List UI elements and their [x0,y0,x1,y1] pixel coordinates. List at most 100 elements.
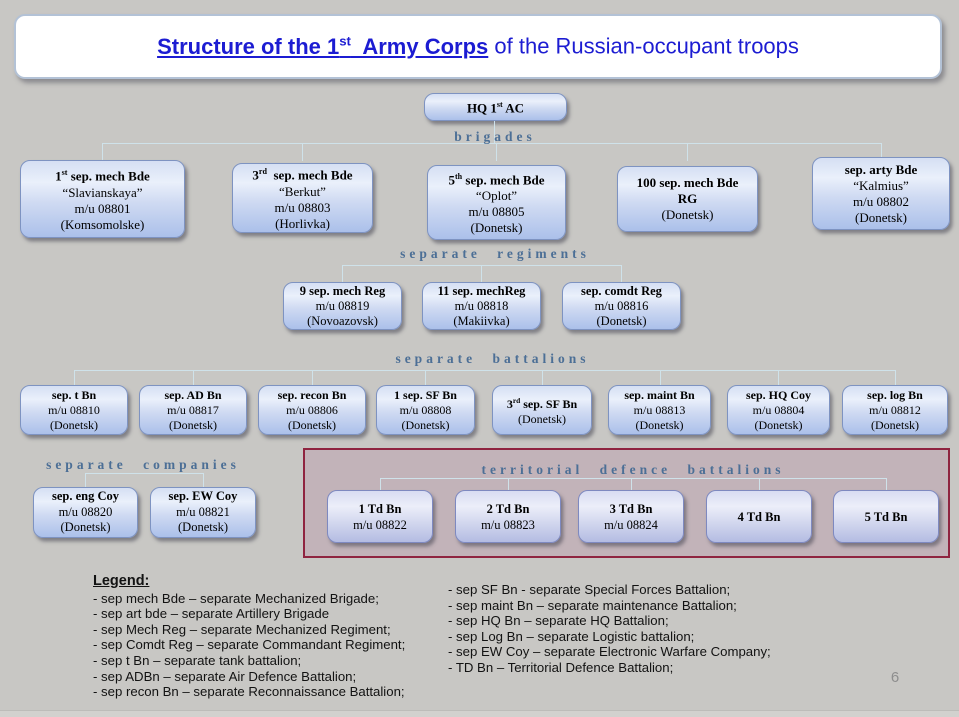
unit-number: m/u 08805 [468,204,525,220]
connector-line [380,478,887,479]
td-battalion-box-1: 1 Td Bn m/u 08822 [327,490,433,543]
brigade-box-3: 5th sep. mech Bde “Oplot” m/u 08805 (Don… [427,165,566,240]
unit-number: m/u 08824 [604,517,658,532]
battalion-box-1: sep. t Bn m/u 08810 (Donetsk) [20,385,128,435]
unit-location: (Donetsk) [871,417,919,432]
connector-line [74,370,75,386]
connector-line [342,265,622,266]
unit-location: (Makiivka) [453,313,510,328]
connector-line [481,265,482,283]
legend-right-column: - sep SF Bn - separate Special Forces Ba… [448,582,771,676]
unit-name: sep. maint Bn [624,387,695,402]
connector-line [494,121,495,144]
title-bar: Structure of the 1st Army Corps of the R… [14,14,942,79]
connector-line [193,370,194,386]
connector-line [85,473,204,474]
unit-name: sep. log Bn [867,387,923,402]
legend-item: - sep Log Bn – separate Logistic battali… [448,628,695,644]
legend-item: - sep HQ Bn – separate HQ Battalion; [448,613,669,629]
connector-line [631,478,632,491]
unit-location: (Donetsk) [60,520,111,535]
connector-line [508,478,509,491]
unit-location: (Donetsk) [178,520,228,535]
unit-name: 3rd sep. SF Bn [506,396,578,411]
td-battalion-box-2: 2 Td Bn m/u 08823 [455,490,561,543]
unit-name: 1 sep. SF Bn [394,387,457,402]
company-box-2: sep. EW Coy m/u 08821 (Donetsk) [150,487,256,538]
connector-line [203,473,204,488]
unit-location: (Donetsk) [754,417,803,432]
connector-line [74,370,896,371]
section-label-territorial-defence: territorial defence battalions [481,462,785,477]
battalion-box-3: sep. recon Bn m/u 08806 (Donetsk) [258,385,366,435]
org-box-hq-1st-ac: HQ 1st AC [424,93,567,121]
unit-name-2: RG [677,191,698,206]
unit-number: m/u 08819 [315,298,370,313]
connector-line [778,370,779,386]
connector-line [496,143,497,161]
unit-location: (Donetsk) [401,417,450,432]
brigade-box-4: 100 sep. mech Bde RG (Donetsk) [617,166,758,232]
unit-callsign: “Kalmius” [853,177,909,193]
unit-number: m/u 08818 [454,298,509,313]
unit-location: (Donetsk) [661,207,714,222]
unit-location: (Donetsk) [50,417,98,432]
unit-name: sep. EW Coy [168,489,238,504]
td-battalion-box-4: 4 Td Bn [706,490,812,543]
legend-heading: Legend: [93,573,150,589]
unit-callsign: “Slavianskaya” [62,184,143,200]
unit-name: 9 sep. mech Reg [299,283,386,298]
unit-name: sep. recon Bn [277,387,347,402]
brigade-box-2: 3rd sep. mech Bde “Berkut” m/u 08803 (Ho… [232,163,373,233]
connector-line [542,370,543,386]
connector-line [102,143,103,161]
connector-line [380,478,381,491]
unit-name: 4 Td Bn [737,509,781,524]
regiment-box-1: 9 sep. mech Reg m/u 08819 (Novoazovsk) [283,282,402,330]
unit-number: m/u 08820 [58,504,113,519]
legend-item: - sep art bde – separate Artillery Briga… [93,606,330,622]
unit-location: (Donetsk) [470,220,523,236]
unit-number: m/u 08821 [176,504,230,519]
section-label-companies: separate companies [46,457,240,472]
unit-name: 5 Td Bn [864,509,908,524]
connector-line [886,478,887,491]
unit-number: m/u 08822 [353,517,407,532]
unit-location: (Donetsk) [596,313,647,328]
connector-line [881,143,882,161]
section-label-regiments: separate regiments [400,246,590,261]
unit-name: 1 Td Bn [358,501,402,516]
unit-location: (Donetsk) [635,417,684,432]
unit-number: m/u 08808 [399,402,452,417]
unit-callsign: “Oplot” [475,188,518,204]
unit-location: (Horlivka) [275,215,330,231]
unit-name: 11 sep. mechReg [437,283,526,298]
battalion-box-5: 3rd sep. SF Bn (Donetsk) [492,385,592,435]
unit-number: m/u 08823 [481,517,535,532]
legend-item: - sep ADBn – separate Air Defence Battal… [93,668,357,684]
unit-name: 2 Td Bn [486,501,530,516]
td-battalion-box-3: 3 Td Bn m/u 08824 [578,490,684,543]
unit-name: 5th sep. mech Bde [448,171,545,188]
unit-location: (Donetsk) [518,412,566,426]
unit-name: 100 sep. mech Bde [636,175,739,190]
unit-number: m/u 08817 [167,402,219,417]
org-box-label: HQ 1st AC [466,100,525,116]
legend-item: - sep mech Bde – separate Mechanized Bri… [93,590,379,606]
unit-name: sep. eng Coy [51,489,120,504]
battalion-box-8: sep. log Bn m/u 08812 (Donetsk) [842,385,948,435]
page-number: 6 [890,669,900,686]
section-label-battalions: separate battalions [395,351,590,366]
connector-line [85,473,86,488]
unit-name: sep. t Bn [51,387,97,402]
unit-number: m/u 08816 [594,298,649,313]
legend-item: - sep Comdt Reg – separate Commandant Re… [93,637,406,653]
legend-item: - sep t Bn – separate tank battalion; [93,652,302,668]
connector-line [621,265,622,283]
unit-name: sep. comdt Reg [581,283,662,298]
regiment-box-2: 11 sep. mechReg m/u 08818 (Makiivka) [422,282,541,330]
unit-location: (Donetsk) [169,417,217,432]
legend-item: - sep recon Bn – separate Reconnaissance… [93,684,405,700]
battalion-box-2: sep. AD Bn m/u 08817 (Donetsk) [139,385,247,435]
